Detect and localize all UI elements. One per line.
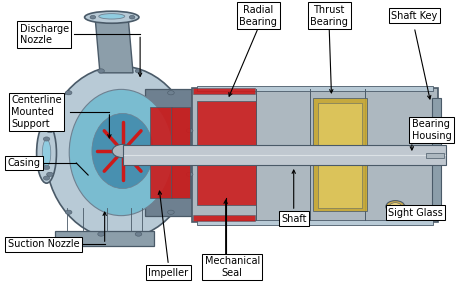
Text: Centerline
Mounted
Support: Centerline Mounted Support — [11, 95, 62, 129]
Circle shape — [186, 129, 193, 133]
FancyBboxPatch shape — [192, 88, 438, 222]
FancyBboxPatch shape — [197, 86, 433, 91]
Circle shape — [389, 203, 401, 210]
Polygon shape — [95, 19, 133, 73]
Ellipse shape — [92, 114, 154, 188]
Text: Shaft: Shaft — [281, 214, 307, 224]
Circle shape — [98, 232, 104, 236]
FancyBboxPatch shape — [145, 89, 197, 216]
Circle shape — [46, 172, 53, 176]
Circle shape — [386, 201, 405, 213]
Text: Shaft Key: Shaft Key — [391, 11, 438, 21]
Ellipse shape — [42, 140, 51, 167]
FancyBboxPatch shape — [197, 101, 256, 205]
Ellipse shape — [84, 11, 139, 23]
FancyBboxPatch shape — [432, 98, 441, 211]
FancyBboxPatch shape — [426, 153, 444, 158]
Ellipse shape — [46, 66, 194, 239]
Circle shape — [168, 210, 174, 214]
Ellipse shape — [36, 123, 56, 183]
FancyBboxPatch shape — [150, 108, 172, 198]
FancyBboxPatch shape — [197, 220, 433, 225]
FancyBboxPatch shape — [193, 215, 255, 221]
FancyBboxPatch shape — [193, 88, 255, 94]
Circle shape — [43, 165, 50, 170]
FancyBboxPatch shape — [171, 108, 190, 198]
Text: Radial
Bearing: Radial Bearing — [239, 5, 277, 27]
FancyBboxPatch shape — [123, 145, 447, 165]
Circle shape — [43, 126, 50, 130]
Text: Suction Nozzle: Suction Nozzle — [8, 239, 80, 249]
Text: Bearing
Housing: Bearing Housing — [412, 119, 452, 141]
Circle shape — [168, 91, 174, 95]
Circle shape — [43, 137, 50, 141]
Circle shape — [112, 144, 133, 158]
Circle shape — [129, 15, 135, 19]
FancyBboxPatch shape — [318, 103, 362, 207]
Text: Impeller: Impeller — [148, 268, 189, 278]
Circle shape — [65, 210, 72, 214]
Circle shape — [98, 69, 104, 73]
Text: Thrust
Bearing: Thrust Bearing — [310, 5, 348, 27]
Text: Sight Glass: Sight Glass — [388, 208, 443, 218]
Circle shape — [135, 232, 142, 236]
Circle shape — [43, 176, 50, 180]
Circle shape — [135, 69, 142, 73]
Text: Mechanical
Seal: Mechanical Seal — [205, 256, 260, 278]
Circle shape — [65, 91, 72, 95]
Ellipse shape — [69, 89, 173, 216]
FancyBboxPatch shape — [313, 98, 367, 211]
Circle shape — [46, 129, 53, 133]
Circle shape — [186, 172, 193, 176]
Text: Casing: Casing — [8, 158, 41, 168]
Text: Discharge
Nozzle: Discharge Nozzle — [19, 24, 69, 45]
Circle shape — [90, 15, 96, 19]
FancyBboxPatch shape — [55, 231, 155, 246]
Ellipse shape — [99, 14, 125, 19]
